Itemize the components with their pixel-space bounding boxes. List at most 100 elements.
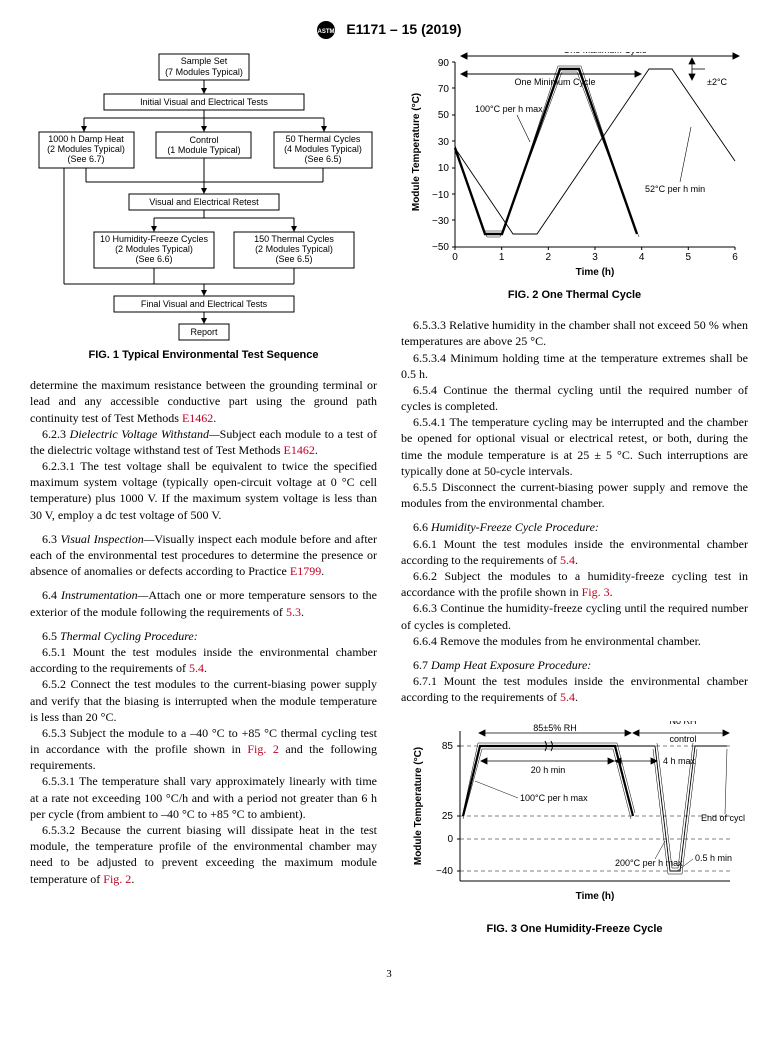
para-6-6: 6.6 Humidity-Freeze Cycle Procedure:	[401, 519, 748, 535]
svg-text:100°C per h max: 100°C per h max	[475, 104, 543, 114]
para-6-6-4: 6.6.4 Remove the modules from he environ…	[401, 633, 748, 649]
para-6-3: 6.3 Visual Inspection—Visually inspect e…	[30, 531, 377, 580]
para-6-5-4-1: 6.5.4.1 The temperature cycling may be i…	[401, 414, 748, 479]
svg-text:150 Thermal Cycles: 150 Thermal Cycles	[254, 234, 334, 244]
svg-text:Report: Report	[190, 327, 218, 337]
link-5-4a[interactable]: 5.4	[189, 661, 204, 675]
link-5-3[interactable]: 5.3	[286, 605, 301, 619]
svg-text:One Maximum Cycle: One Maximum Cycle	[563, 52, 647, 55]
svg-text:Initial Visual and Electrical: Initial Visual and Electrical Tests	[140, 97, 268, 107]
para-6-5-2: 6.5.2 Connect the test modules to the cu…	[30, 676, 377, 725]
svg-text:(See 6.5): (See 6.5)	[275, 254, 312, 264]
svg-text:One Minimum Cycle: One Minimum Cycle	[514, 77, 595, 87]
svg-text:200°C per h max: 200°C per h max	[615, 858, 683, 868]
para-6-4: 6.4 Instrumentation—Attach one or more t…	[30, 587, 377, 619]
fig1-flowchart: Sample Set (7 Modules Typical) Initial V…	[30, 52, 377, 342]
svg-text:85: 85	[441, 741, 453, 752]
svg-text:±2°C: ±2°C	[707, 77, 728, 87]
svg-text:0: 0	[452, 252, 458, 263]
right-column: 90 70 50 30 10 −10 −30 −50	[401, 52, 748, 951]
para-6-5-3-2: 6.5.3.2 Because the current biasing will…	[30, 822, 377, 887]
svg-text:(See 6.6): (See 6.6)	[135, 254, 172, 264]
svg-text:(2 Modules Typical): (2 Modules Typical)	[47, 144, 125, 154]
para-6-5-3: 6.5.3 Subject the module to a –40 °C to …	[30, 725, 377, 774]
link-e1462a[interactable]: E1462	[182, 411, 213, 425]
link-5-4c[interactable]: 5.4	[560, 690, 575, 704]
svg-text:10 Humidity-Freeze Cycles: 10 Humidity-Freeze Cycles	[99, 234, 208, 244]
fig3-chart: 85 25 0 −40	[401, 721, 748, 916]
para-6-2-2-cont: determine the maximum resistance between…	[30, 377, 377, 426]
svg-text:50: 50	[437, 110, 449, 121]
doc-id: E1171 – 15 (2019)	[346, 21, 461, 37]
svg-text:0.5 h min: 0.5 h min	[695, 853, 732, 863]
para-6-7-1: 6.7.1 Mount the test modules inside the …	[401, 673, 748, 705]
svg-text:(2 Modules Typical): (2 Modules Typical)	[115, 244, 193, 254]
svg-text:(See 6.7): (See 6.7)	[67, 154, 104, 164]
svg-text:70: 70	[437, 84, 449, 95]
link-fig2b[interactable]: Fig. 2	[103, 872, 131, 886]
para-6-5-3-3: 6.5.3.3 Relative humidity in the chamber…	[401, 317, 748, 349]
link-fig3[interactable]: Fig. 3	[582, 585, 610, 599]
para-6-6-2: 6.6.2 Subject the modules to a humidity-…	[401, 568, 748, 600]
svg-text:ASTM: ASTM	[318, 29, 335, 35]
astm-logo: ASTM	[316, 20, 336, 40]
fig3-caption: FIG. 3 One Humidity-Freeze Cycle	[401, 922, 748, 937]
svg-text:(1 Module Typical): (1 Module Typical)	[167, 145, 240, 155]
para-6-2-3: 6.2.3 Dielectric Voltage Withstand—Subje…	[30, 426, 377, 458]
fig3-ylabel: Module Temperature (°C)	[413, 747, 424, 865]
para-6-7: 6.7 Damp Heat Exposure Procedure:	[401, 657, 748, 673]
svg-text:(4 Modules Typical): (4 Modules Typical)	[284, 144, 362, 154]
svg-text:(2 Modules Typical): (2 Modules Typical)	[255, 244, 333, 254]
link-e1799[interactable]: E1799	[290, 564, 321, 578]
page-header: ASTM E1171 – 15 (2019)	[30, 20, 748, 40]
para-6-5: 6.5 Thermal Cycling Procedure:	[30, 628, 377, 644]
svg-text:−50: −50	[432, 242, 449, 253]
svg-text:−40: −40	[436, 866, 453, 877]
svg-text:3: 3	[592, 252, 598, 263]
svg-text:Final Visual and Electrical Te: Final Visual and Electrical Tests	[140, 299, 267, 309]
svg-text:(7 Modules Typical): (7 Modules Typical)	[165, 67, 243, 77]
para-6-5-5: 6.5.5 Disconnect the current-biasing pow…	[401, 479, 748, 511]
svg-text:10: 10	[437, 163, 449, 174]
para-6-5-1: 6.5.1 Mount the test modules inside the …	[30, 644, 377, 676]
link-5-4b[interactable]: 5.4	[560, 553, 575, 567]
svg-text:−10: −10	[432, 190, 449, 201]
fig3-xlabel: Time (h)	[575, 891, 614, 902]
svg-text:End of cycle: End of cycle	[701, 813, 745, 823]
svg-text:Control: Control	[189, 135, 218, 145]
page-number: 3	[30, 967, 748, 982]
svg-text:0: 0	[447, 834, 453, 845]
svg-text:Sample Set: Sample Set	[180, 56, 227, 66]
svg-text:20 h min: 20 h min	[530, 765, 565, 775]
svg-text:4 h max: 4 h max	[663, 756, 696, 766]
para-6-5-3-4: 6.5.3.4 Minimum holding time at the temp…	[401, 350, 748, 382]
svg-text:Visual and Electrical Retest: Visual and Electrical Retest	[149, 197, 259, 207]
svg-text:30: 30	[437, 137, 449, 148]
left-column: Sample Set (7 Modules Typical) Initial V…	[30, 52, 377, 951]
svg-text:25: 25	[441, 811, 453, 822]
svg-text:50 Thermal Cycles: 50 Thermal Cycles	[285, 134, 360, 144]
svg-text:6: 6	[732, 252, 738, 263]
link-e1462b[interactable]: E1462	[284, 443, 315, 457]
svg-text:1000 h Damp Heat: 1000 h Damp Heat	[48, 134, 124, 144]
svg-text:90: 90	[437, 58, 449, 69]
svg-text:100°C per h max: 100°C per h max	[520, 793, 588, 803]
svg-text:(See 6.5): (See 6.5)	[304, 154, 341, 164]
fig2-caption: FIG. 2 One Thermal Cycle	[401, 288, 748, 303]
fig2-ylabel: Module Temperature (°C)	[411, 93, 422, 211]
fig2-chart: 90 70 50 30 10 −10 −30 −50	[401, 52, 748, 282]
svg-text:control: control	[669, 734, 696, 744]
svg-text:85±5% RH: 85±5% RH	[533, 723, 576, 733]
para-6-2-3-1: 6.2.3.1 The test voltage shall be equiva…	[30, 458, 377, 523]
para-6-5-3-1: 6.5.3.1 The temperature shall vary appro…	[30, 773, 377, 822]
svg-text:−30: −30	[432, 216, 449, 227]
svg-text:4: 4	[638, 252, 644, 263]
link-fig2a[interactable]: Fig. 2	[247, 742, 279, 756]
para-6-5-4: 6.5.4 Continue the thermal cycling until…	[401, 382, 748, 414]
fig1-caption: FIG. 1 Typical Environmental Test Sequen…	[30, 348, 377, 363]
svg-text:No RH: No RH	[669, 721, 696, 726]
para-6-6-1: 6.6.1 Mount the test modules inside the …	[401, 536, 748, 568]
svg-text:2: 2	[545, 252, 551, 263]
svg-text:5: 5	[685, 252, 691, 263]
fig2-xlabel: Time (h)	[575, 267, 614, 278]
